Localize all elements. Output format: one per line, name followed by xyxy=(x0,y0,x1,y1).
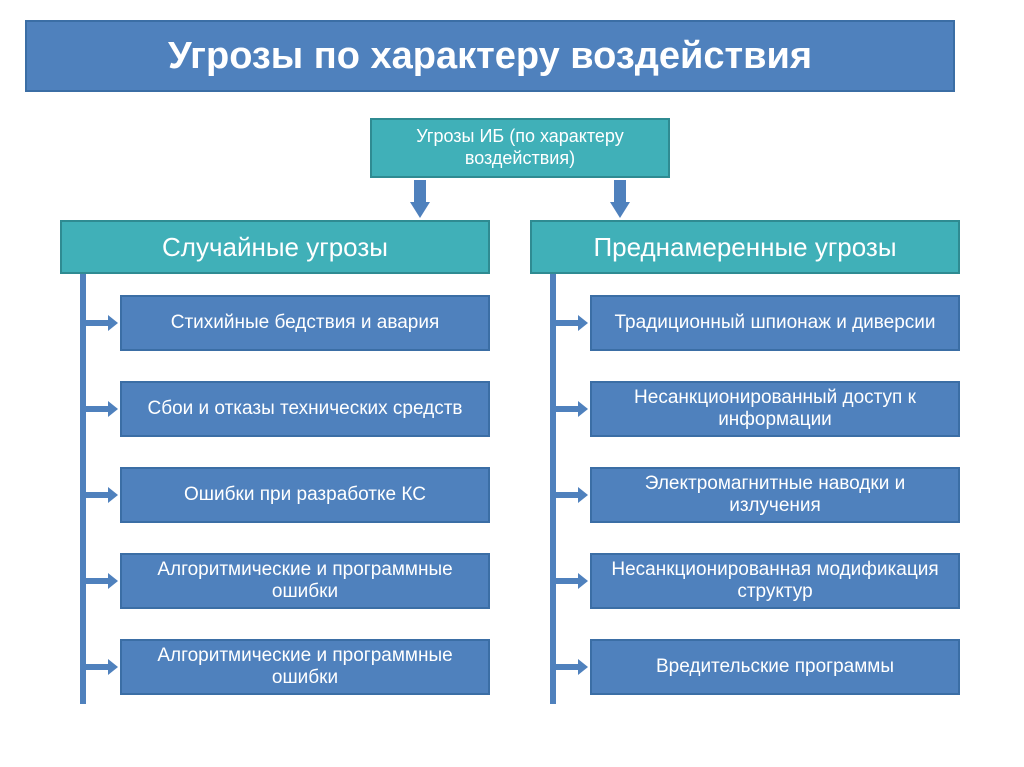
list-item: Стихийные бедствия и авария xyxy=(120,295,490,351)
arrow-right-icon xyxy=(80,492,108,498)
list-item: Вредительские программы xyxy=(590,639,960,695)
arrow-right-icon xyxy=(550,492,578,498)
connector-rail-left xyxy=(80,274,86,704)
connector-rail-right xyxy=(550,274,556,704)
arrow-right-icon xyxy=(550,578,578,584)
arrow-right-icon xyxy=(80,578,108,584)
branch-left-header: Случайные угрозы xyxy=(60,220,490,274)
branch-right-header: Преднамеренные угрозы xyxy=(530,220,960,274)
connector xyxy=(614,180,626,202)
list-item: Традиционный шпионаж и диверсии xyxy=(590,295,960,351)
list-item: Алгоритмические и программные ошибки xyxy=(120,553,490,609)
arrow-right-icon xyxy=(80,320,108,326)
list-item: Несанкционированный доступ к информации xyxy=(590,381,960,437)
arrow-down-icon xyxy=(610,202,630,218)
list-item: Алгоритмические и программные ошибки xyxy=(120,639,490,695)
arrow-right-icon xyxy=(550,664,578,670)
list-item: Ошибки при разработке КС xyxy=(120,467,490,523)
list-item: Несанкционированная модификация структур xyxy=(590,553,960,609)
connector xyxy=(414,180,426,202)
arrow-down-icon xyxy=(410,202,430,218)
arrow-right-icon xyxy=(80,406,108,412)
page-title: Угрозы по характеру воздействия xyxy=(25,20,955,92)
arrow-right-icon xyxy=(550,320,578,326)
arrow-right-icon xyxy=(550,406,578,412)
list-item: Сбои и отказы технических средств xyxy=(120,381,490,437)
list-item: Электромагнитные наводки и излучения xyxy=(590,467,960,523)
arrow-right-icon xyxy=(80,664,108,670)
root-node: Угрозы ИБ (по характеру воздействия) xyxy=(370,118,670,178)
